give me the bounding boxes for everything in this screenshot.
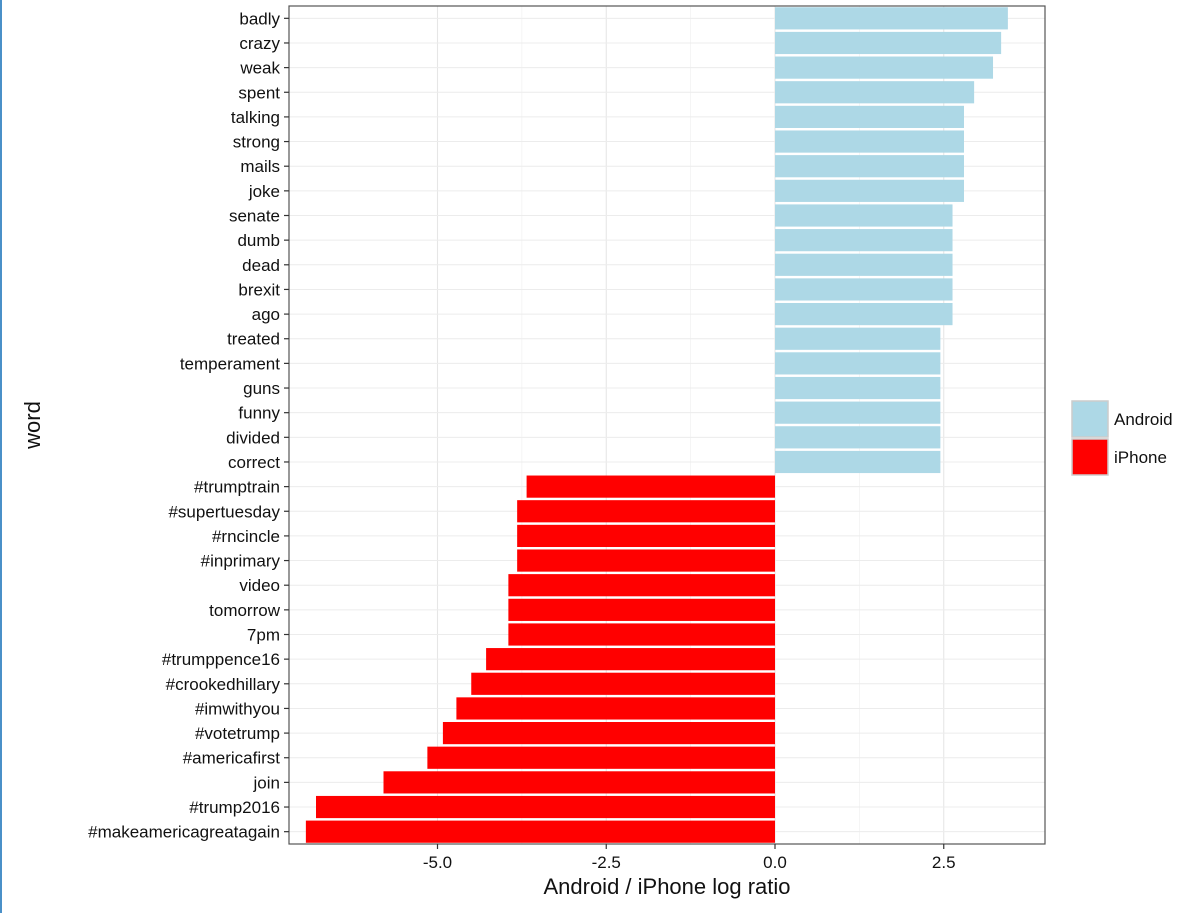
y-tick-label-25: 7pm	[247, 626, 280, 645]
y-tick-label-0: badly	[239, 9, 280, 28]
bar-30	[427, 746, 775, 769]
bar-15	[775, 376, 941, 400]
y-tick-label-26: #trumppence16	[162, 650, 280, 669]
bar-23	[508, 574, 775, 597]
legend-key-0	[1071, 400, 1109, 438]
y-tick-label-33: #makeamericagreatagain	[88, 823, 280, 842]
bar-1	[775, 31, 1002, 55]
y-tick-label-12: ago	[252, 305, 280, 324]
bar-27	[471, 672, 775, 695]
y-tick-label-10: dead	[242, 256, 280, 275]
bar-26	[486, 648, 775, 671]
bar-24	[508, 598, 775, 621]
bar-8	[775, 204, 953, 227]
x-axis-title: Android / iPhone log ratio	[543, 874, 790, 899]
x-tick-label-0: -5.0	[423, 853, 452, 872]
bar-3	[775, 81, 975, 104]
y-tick-label-23: video	[239, 576, 280, 595]
bar-6	[775, 155, 964, 178]
bar-20	[517, 500, 775, 523]
legend: Android iPhone	[1071, 400, 1173, 476]
y-tick-label-7: joke	[248, 182, 280, 201]
bar-31	[383, 771, 775, 794]
bar-22	[517, 549, 775, 572]
bar-14	[775, 352, 941, 375]
bar-18	[775, 450, 941, 474]
x-tick-label-1: -2.5	[592, 853, 621, 872]
y-tick-label-19: #trumptrain	[194, 478, 280, 497]
y-tick-label-32: #trump2016	[189, 798, 280, 817]
bar-33	[305, 820, 775, 843]
y-tick-label-30: #americafirst	[183, 749, 281, 768]
y-tick-label-17: divided	[226, 428, 280, 447]
y-tick-label-11: brexit	[238, 280, 280, 299]
y-tick-label-20: #supertuesday	[168, 502, 280, 521]
bar-10	[775, 253, 953, 276]
y-tick-label-15: guns	[243, 379, 280, 398]
y-tick-label-9: dumb	[237, 231, 280, 250]
y-axis-title: word	[20, 401, 45, 450]
bar-28	[456, 697, 775, 720]
bar-9	[775, 229, 953, 252]
y-tick-label-31: join	[253, 773, 280, 792]
bar-7	[775, 179, 964, 202]
legend-label-1: iPhone	[1114, 448, 1167, 467]
bar-12	[775, 302, 953, 326]
bar-16	[775, 401, 941, 424]
bar-11	[775, 278, 953, 301]
bar-0	[775, 7, 1008, 30]
y-tick-label-2: weak	[239, 59, 280, 78]
x-tick-label-3: 2.5	[932, 853, 956, 872]
bars	[305, 7, 1008, 843]
y-tick-label-5: strong	[233, 133, 280, 152]
y-tick-label-22: #inprimary	[201, 552, 281, 571]
y-tick-label-4: talking	[231, 108, 280, 127]
x-tick-label-2: 0.0	[763, 853, 787, 872]
bar-19	[526, 475, 775, 498]
y-tick-label-18: correct	[228, 453, 280, 472]
legend-label-0: Android	[1114, 410, 1173, 429]
bar-13	[775, 327, 941, 350]
bar-2	[775, 56, 994, 79]
y-tick-label-13: treated	[227, 330, 280, 349]
y-tick-label-29: #votetrump	[195, 724, 280, 743]
y-tick-label-6: mails	[240, 157, 280, 176]
y-tick-label-1: crazy	[239, 34, 280, 53]
bar-5	[775, 130, 964, 153]
y-tick-label-14: temperament	[180, 354, 280, 373]
y-axis: badly crazy weak spent talking strong mails jok…	[88, 9, 289, 842]
bar-21	[517, 524, 775, 548]
legend-key-1	[1071, 438, 1109, 476]
y-tick-label-24: tomorrow	[209, 601, 281, 620]
y-tick-label-28: #imwithyou	[195, 699, 280, 718]
y-tick-label-21: #rncincle	[212, 527, 280, 546]
window-edge	[0, 0, 2, 913]
plot-border	[288, 5, 1046, 845]
bar-29	[442, 721, 775, 745]
y-tick-label-8: senate	[229, 207, 280, 226]
x-axis: -5.0 -2.5 0.0 2.5	[423, 844, 956, 872]
y-tick-label-16: funny	[238, 404, 280, 423]
y-tick-label-27: #crookedhillary	[166, 675, 281, 694]
bar-32	[316, 795, 775, 819]
y-tick-label-3: spent	[238, 83, 280, 102]
bar-4	[775, 105, 964, 129]
bar-17	[775, 426, 941, 449]
bar-25	[508, 623, 775, 646]
